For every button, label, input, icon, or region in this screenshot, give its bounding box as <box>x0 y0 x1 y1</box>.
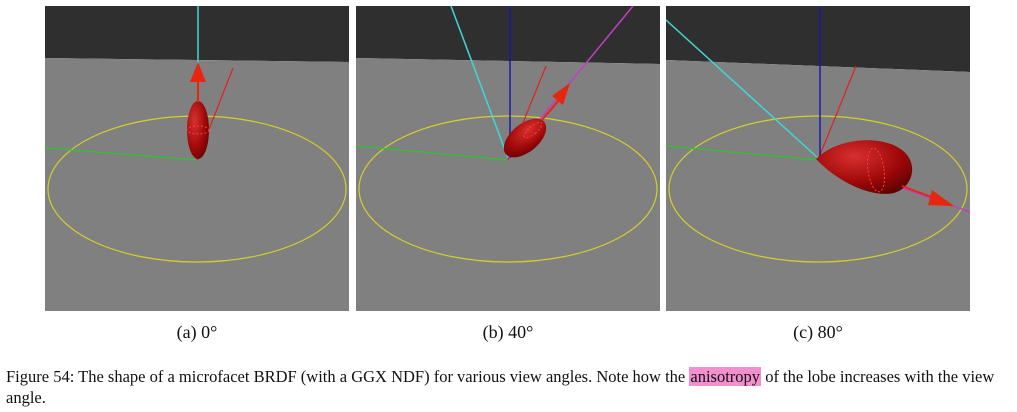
tangent-line <box>666 145 819 161</box>
peak-arrow-head <box>928 190 954 206</box>
panel-a <box>45 6 349 311</box>
peak-arrow-shaft <box>901 185 935 199</box>
ground-plane <box>356 58 660 311</box>
sky-background <box>356 6 660 64</box>
lobe-ring <box>186 125 210 135</box>
panel-c <box>666 6 970 311</box>
lobe-ring <box>523 121 543 139</box>
render-c <box>666 6 970 311</box>
hemisphere-circle <box>668 115 968 263</box>
subcaption-b: (b) 40° <box>482 322 534 342</box>
brdf-lobe <box>816 140 913 194</box>
tangent-line <box>356 145 509 161</box>
peak-arrow-head <box>190 62 206 82</box>
lobe-ring <box>867 147 885 193</box>
caption-highlight: anisotropy <box>689 367 762 386</box>
brdf-lobe <box>187 101 209 159</box>
render-a <box>45 6 349 311</box>
figure-caption: Figure 54: The shape of a microfacet BRD… <box>6 366 1011 408</box>
brdf-lobe <box>503 118 547 158</box>
subcaption-c: (c) 80° <box>793 322 843 342</box>
light-direction-line <box>817 65 857 161</box>
peak-arrow-shaft <box>541 99 560 121</box>
subcaption-a: (a) 0° <box>176 322 218 342</box>
ground-plane <box>666 60 970 311</box>
peak-arrow-head <box>552 83 570 105</box>
ground-plane <box>45 58 349 311</box>
view-direction-line <box>450 6 509 159</box>
caption-text-after: of the lobe increases with the view angl… <box>6 367 995 407</box>
hemisphere-circle <box>358 115 658 263</box>
panel-b <box>356 6 660 311</box>
sky-background <box>45 6 349 62</box>
tangent-line <box>45 147 198 161</box>
sky-background <box>666 6 970 72</box>
render-b <box>356 6 660 311</box>
view-direction-line <box>666 19 819 159</box>
caption-text-before: Figure 54: The shape of a microfacet BRD… <box>6 367 690 386</box>
